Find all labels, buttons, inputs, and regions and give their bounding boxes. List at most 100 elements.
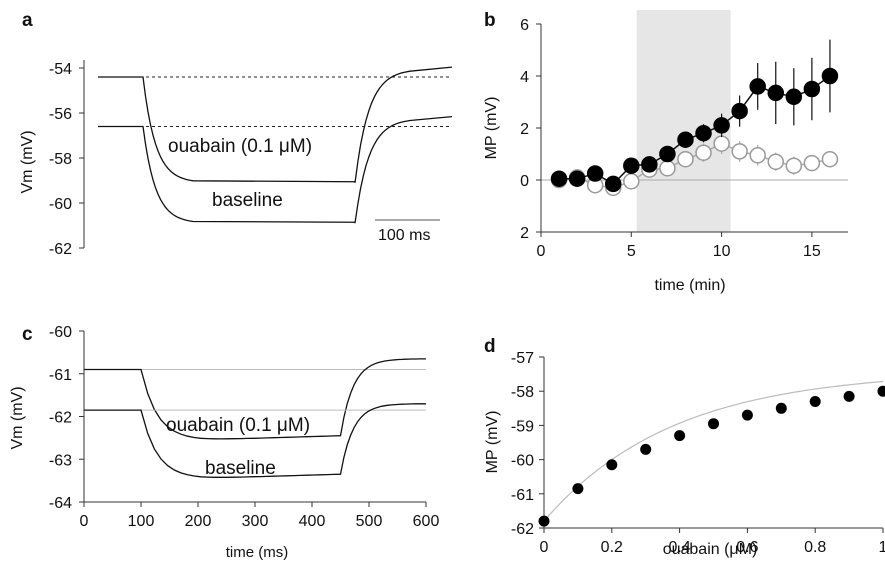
panel-b-filled-point: [731, 102, 748, 120]
panel-d-point: [843, 390, 855, 402]
panel-c-x-tick-label: 0: [80, 513, 89, 530]
panel-c-ouabain-trace: [84, 358, 426, 440]
panel-b-x-tick-label: 15: [803, 243, 821, 260]
panel-c-x-tick-label: 300: [242, 513, 269, 530]
panel-b-filled-point: [568, 170, 586, 187]
panel-b-filled-point: [659, 145, 676, 163]
panel-d-letter: d: [484, 336, 496, 357]
panel-b-y-tick-label: 0: [520, 173, 529, 190]
panel-d-point: [809, 395, 821, 407]
panel-b-open-point: [677, 150, 694, 168]
panel-b-filled-point: [550, 170, 568, 187]
panel-d-fit-curve: [543, 380, 884, 522]
panel-c-x-tick-label: 100: [128, 513, 155, 530]
panel-d-ylabel: MP (mV): [484, 411, 501, 474]
panel-a-y-tick-label: -54: [49, 61, 72, 78]
panel-c-y-tick-label: -62: [49, 410, 72, 427]
panel-d-point: [741, 409, 753, 421]
panel-a-baseline-label: baseline: [212, 190, 283, 211]
panel-b-y-tick-label: 2: [520, 225, 529, 242]
panel-b-filled-point: [749, 78, 766, 95]
panel-b-filled-point: [821, 67, 839, 85]
panel-d-y-tick-label: -61: [511, 487, 534, 504]
panel-a-baseline-trace: [98, 115, 453, 224]
panel-c-y-tick-label: -60: [49, 324, 72, 341]
panel-b-open-point: [713, 135, 730, 152]
panel-d-x-tick-label: 1: [879, 539, 885, 556]
panel-b-filled-point: [695, 124, 712, 142]
panel-a-ouabain-trace: [98, 66, 453, 183]
panel-b-y-tick-label: 2: [520, 121, 529, 138]
panel-c-y-tick-label: -64: [49, 495, 72, 512]
panel-d-point: [775, 402, 787, 414]
panel-c-ouabain-label: ouabain (0.1 μM): [166, 415, 310, 436]
panel-d-x-tick-label: 0.4: [668, 539, 690, 556]
panel-d-xlabel: ouabain (μM): [663, 541, 758, 558]
panel-d-y-tick-label: -62: [511, 521, 534, 538]
panel-a-letter: a: [22, 10, 33, 31]
panel-a-y-tick-label: -60: [49, 196, 72, 213]
panel-d-y-tick-label: -58: [511, 384, 534, 401]
panel-b-y-tick-label: 4: [520, 69, 529, 86]
panel-b-open-point: [821, 150, 839, 168]
panel-c-x-tick-label: 600: [413, 513, 440, 530]
panel-d-point: [877, 385, 885, 397]
panel-b-filled-point: [785, 88, 803, 106]
panel-c-y-tick-label: -61: [49, 367, 72, 384]
panel-b-filled-point: [767, 84, 785, 102]
panel-b-filled-point: [803, 80, 821, 98]
panel-b-open-point: [695, 144, 712, 161]
panel-b-open-point: [749, 147, 766, 164]
panel-b-open-point: [767, 153, 785, 171]
panel-b-filled-series-line: [559, 75, 831, 185]
panel-c-xlabel: time (ms): [226, 544, 289, 561]
panel-b-open-point: [785, 157, 803, 174]
panel-c-baseline-trace: [84, 403, 426, 478]
panel-c-x-tick-label: 500: [356, 513, 383, 530]
panel-b-filled-point: [604, 175, 622, 193]
panel-d-point: [606, 459, 618, 471]
panel-b-open-point: [803, 154, 821, 172]
panel-c-x-tick-label: 200: [185, 513, 212, 530]
panel-a-y-tick-label: -56: [49, 106, 72, 123]
panel-b-ylabel: MP (mV): [483, 97, 500, 160]
panel-c-y-tick-label: -63: [49, 452, 72, 469]
panel-b-open-point: [659, 160, 676, 177]
panel-d-point: [674, 430, 686, 442]
panel-c-ylabel: Vm (mV): [9, 386, 26, 449]
panel-d-point: [538, 515, 550, 527]
panel-b-open-point: [623, 173, 640, 190]
panel-d-y-tick-label: -57: [511, 350, 534, 367]
panel-c-letter: c: [22, 324, 33, 345]
panel-d-y-tick-label: -59: [511, 418, 534, 435]
panel-d-point: [640, 443, 652, 455]
panel-d-x-tick-label: 0.6: [736, 539, 758, 556]
panel-b-filled-point: [641, 156, 658, 173]
panel-d-x-tick-label: 0.2: [601, 539, 623, 556]
panel-d-point: [572, 483, 584, 495]
panel-b-filled-point: [586, 165, 604, 182]
panel-b-open-point: [731, 143, 748, 160]
panel-a-ouabain-label: ouabain (0.1 μM): [168, 136, 312, 157]
panel-b-xlabel: time (min): [654, 277, 725, 294]
panel-b-filled-point: [677, 131, 694, 148]
panel-b-x-tick-label: 5: [627, 243, 636, 260]
panel-d-y-tick-label: -60: [511, 453, 534, 470]
panel-d-point: [708, 418, 719, 430]
panel-a-ylabel: Vm (mV): [19, 130, 36, 193]
panel-b-y-tick-label: 6: [520, 17, 529, 34]
panel-b-open-series-line: [558, 142, 831, 189]
panel-b-x-tick-label: 10: [713, 243, 731, 260]
panel-b-x-tick-label: 0: [537, 243, 546, 260]
panel-c-baseline-label: baseline: [205, 458, 276, 479]
panel-a-scalebar-label: 100 ms: [378, 227, 430, 244]
panel-a-y-tick-label: -58: [49, 151, 72, 168]
panel-b-filled-point: [713, 117, 730, 134]
panel-d-x-tick-label: 0.8: [804, 539, 826, 556]
panel-c-x-tick-label: 400: [299, 513, 326, 530]
panel-d-x-tick-label: 0: [540, 539, 549, 556]
panel-a-y-tick-label: -62: [49, 241, 72, 258]
panel-b-filled-point: [623, 157, 640, 174]
panel-b-letter: b: [484, 10, 496, 31]
